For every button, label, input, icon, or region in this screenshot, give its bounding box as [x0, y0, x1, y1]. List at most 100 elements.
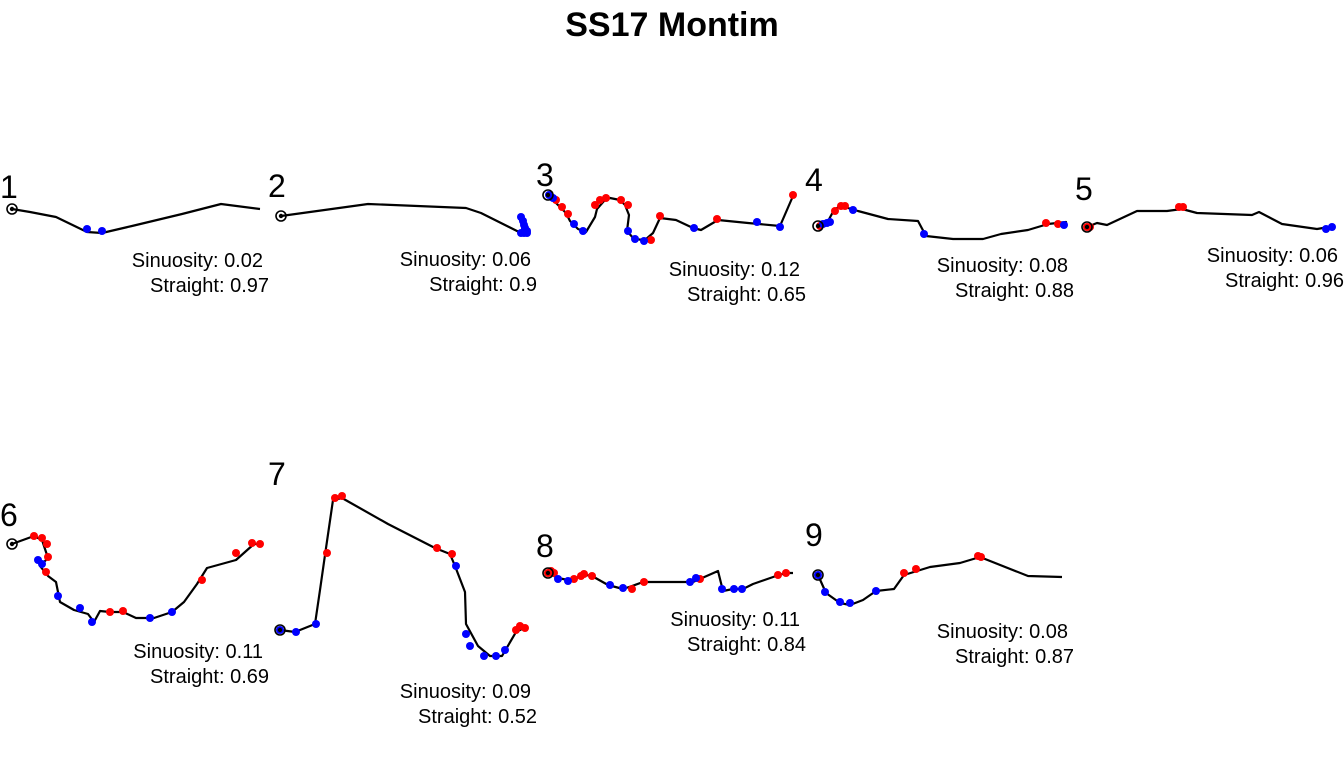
panel-5: 5 Sinuosity: 0.06 Straight: 0.96	[1075, 171, 1344, 292]
blue-point	[619, 584, 627, 592]
sinuosity-label: Sinuosity: 0.09	[400, 681, 531, 703]
panel-7: 7 Sinuosity: 0.09 Straight: 0.52	[268, 456, 537, 728]
sinuosity-label: Sinuosity: 0.08	[937, 255, 1068, 277]
blue-point	[462, 630, 470, 638]
blue-point	[872, 587, 880, 595]
red-point	[774, 571, 782, 579]
blue-point	[98, 227, 106, 235]
straightness-label: Straight: 0.69	[150, 666, 269, 688]
start-point	[275, 210, 287, 222]
red-point	[448, 550, 456, 558]
red-point	[977, 553, 985, 561]
panel-2: 2 Sinuosity: 0.06 Straight: 0.9	[268, 168, 537, 296]
red-point	[624, 201, 632, 209]
red-point	[591, 201, 599, 209]
sinuosity-label: Sinuosity: 0.06	[400, 249, 531, 271]
red-point	[43, 540, 51, 548]
start-point-core	[1084, 224, 1090, 230]
panel-label: 4	[805, 162, 823, 198]
start-point	[542, 189, 554, 201]
red-point	[1054, 220, 1062, 228]
red-point	[30, 532, 38, 540]
blue-point	[624, 227, 632, 235]
blue-point	[849, 206, 857, 214]
straightness-label: Straight: 0.9	[429, 274, 537, 296]
start-point-core	[9, 541, 15, 547]
red-point	[106, 608, 114, 616]
red-point	[640, 578, 648, 586]
red-point	[564, 210, 572, 218]
red-point	[789, 191, 797, 199]
red-point	[628, 585, 636, 593]
blue-point	[640, 237, 648, 245]
blue-point	[753, 218, 761, 226]
start-point	[6, 538, 18, 550]
blue-point	[821, 588, 829, 596]
start-point-core	[277, 627, 283, 633]
blue-point	[564, 577, 572, 585]
red-point	[617, 196, 625, 204]
sinuosity-label: Sinuosity: 0.11	[670, 609, 800, 631]
red-point	[331, 494, 339, 502]
panel-label: 2	[268, 168, 286, 204]
start-point	[6, 203, 18, 215]
panel-label: 6	[0, 497, 18, 533]
panel-label: 8	[536, 528, 554, 564]
blue-point	[452, 562, 460, 570]
panel-8: 8 Sinuosity: 0.11 Straight: 0.84	[536, 528, 806, 656]
red-point	[1179, 203, 1187, 211]
trajectory-line	[11, 202, 261, 235]
sinuosity-label: Sinuosity: 0.06	[1207, 245, 1338, 267]
blue-point	[826, 218, 834, 226]
blue-point	[570, 220, 578, 228]
red-point	[656, 212, 664, 220]
blue-point	[466, 642, 474, 650]
straightness-label: Straight: 0.52	[418, 706, 537, 728]
straightness-label: Straight: 0.87	[955, 646, 1074, 668]
sinuosity-label: Sinuosity: 0.02	[132, 250, 263, 272]
blue-point	[76, 604, 84, 612]
blue-point	[836, 598, 844, 606]
blue-point	[54, 592, 62, 600]
panel-label: 3	[536, 157, 554, 193]
blue-point	[776, 223, 784, 231]
panel-label: 9	[805, 517, 823, 553]
blue-point	[549, 194, 557, 202]
start-point	[812, 569, 824, 581]
blue-point	[690, 224, 698, 232]
red-point	[831, 207, 839, 215]
red-point	[338, 492, 346, 500]
trajectory-line	[280, 202, 529, 235]
blue-point	[730, 585, 738, 593]
red-point	[713, 215, 721, 223]
blue-point	[686, 578, 694, 586]
blue-point	[38, 560, 46, 568]
red-point	[900, 569, 908, 577]
red-point	[912, 565, 920, 573]
blue-point	[692, 574, 700, 582]
blue-point	[83, 225, 91, 233]
panel-label: 5	[1075, 171, 1093, 207]
red-point	[580, 570, 588, 578]
blue-point	[1328, 223, 1336, 231]
trajectory-line	[1086, 207, 1336, 231]
sinuosity-label: Sinuosity: 0.08	[937, 621, 1068, 643]
start-point-core	[278, 213, 284, 219]
panel-4: 4 Sinuosity: 0.08 Straight: 0.88	[805, 162, 1074, 302]
trajectory-line	[11, 534, 260, 624]
start-point	[274, 624, 286, 636]
blue-point	[579, 227, 587, 235]
start-point	[542, 567, 554, 579]
panel-3: 3 Sinuosity: 0.12 Straight: 0.65	[536, 157, 806, 306]
straightness-label: Straight: 0.65	[687, 284, 806, 306]
red-point	[38, 534, 46, 542]
blue-point	[846, 599, 854, 607]
red-point	[44, 553, 52, 561]
start-point-core	[545, 192, 551, 198]
panel-label: 7	[268, 456, 286, 492]
red-point	[782, 569, 790, 577]
start-point	[1081, 221, 1093, 233]
trajectory-line	[279, 496, 525, 658]
chart-title: SS17 Montim	[565, 6, 778, 44]
